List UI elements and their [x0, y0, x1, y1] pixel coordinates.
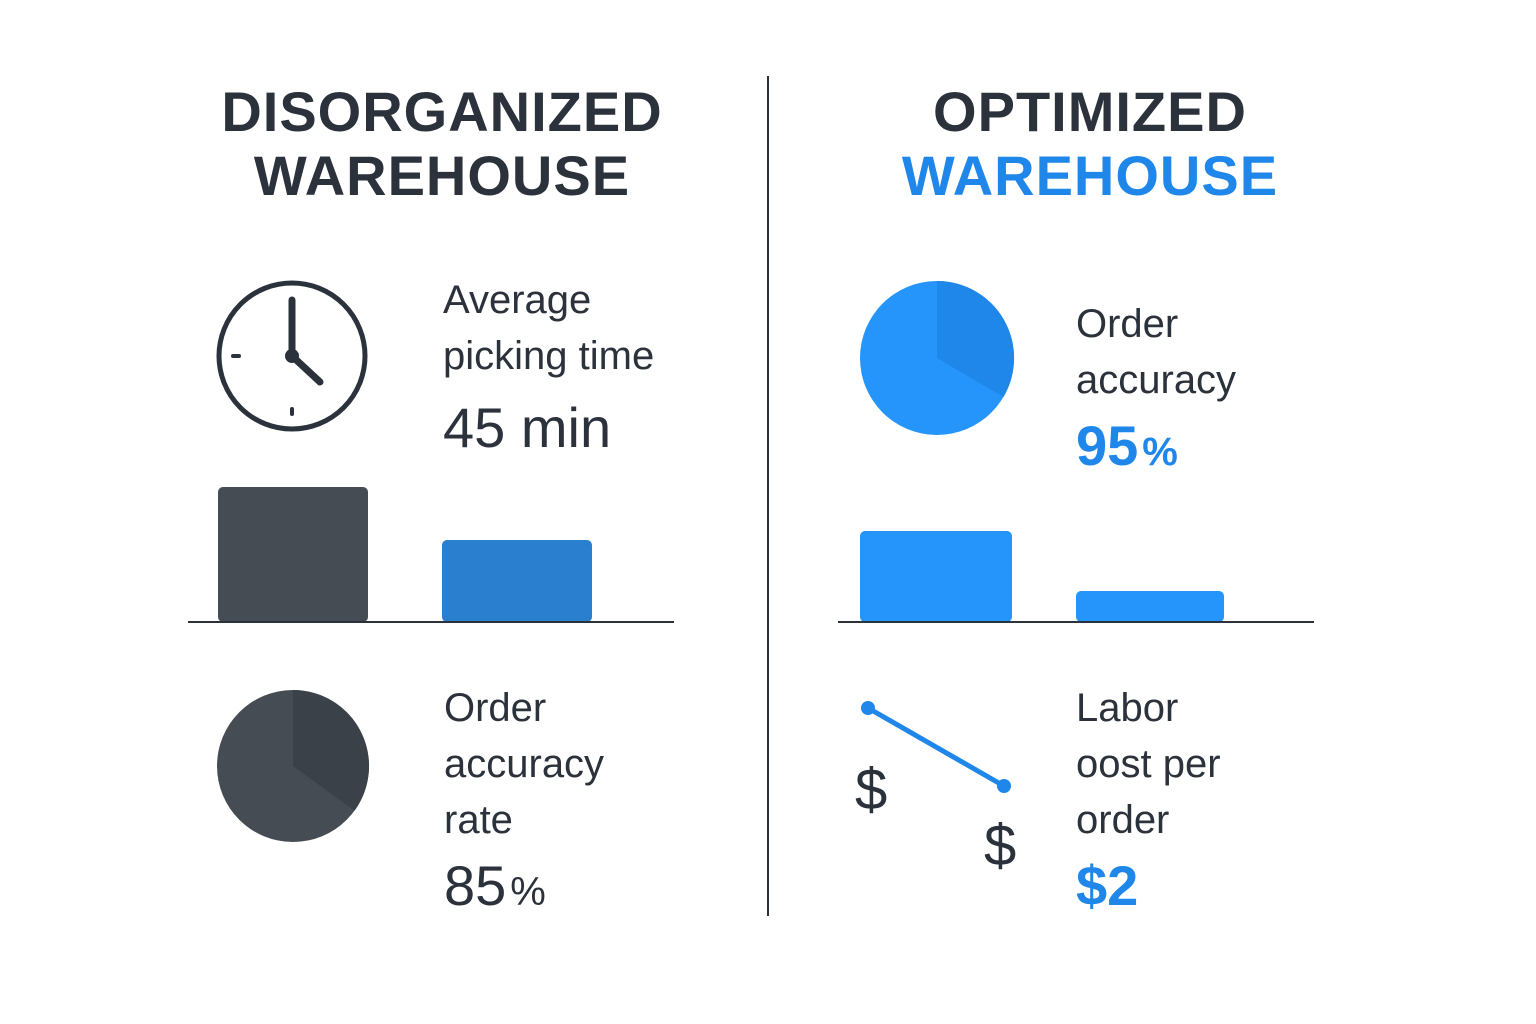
- left-accuracy-label: Order accuracy rate: [444, 680, 604, 848]
- right-accuracy-label-line1: Order: [1076, 302, 1179, 346]
- right-accuracy-label: Order accuracy: [1076, 296, 1236, 408]
- labor-cost-label: Labor oost per order: [1076, 680, 1221, 848]
- right-accuracy-label-line2: accuracy: [1076, 358, 1237, 402]
- trend-down-icon: [861, 701, 1011, 793]
- left-accuracy-label-line3: rate: [444, 798, 513, 842]
- left-bar-chart: [188, 487, 674, 623]
- dollar-icon-low: $: [984, 813, 1017, 878]
- left-bar-dark: [218, 487, 368, 622]
- pie-chart-icon: [217, 690, 370, 842]
- right-bar-large: [860, 531, 1012, 622]
- labor-cost-label-line2: oost per: [1076, 742, 1221, 786]
- right-title-line1: OPTIMIZED: [933, 80, 1247, 143]
- left-accuracy-label-line2: accuracy: [444, 742, 605, 786]
- right-accuracy-unit: %: [1142, 430, 1178, 474]
- picking-time-label-line2: picking time: [443, 334, 655, 378]
- labor-cost-value: $2: [1076, 854, 1139, 917]
- left-accuracy-value: 85%: [444, 854, 546, 924]
- picking-time-label: Average picking time: [443, 272, 654, 384]
- left-bar-blue: [442, 540, 592, 622]
- left-title-line1: DISORGANIZED: [221, 80, 663, 143]
- right-bar-chart: [838, 531, 1314, 623]
- right-accuracy-number: 95: [1076, 414, 1139, 477]
- right-bar-small: [1076, 591, 1224, 622]
- labor-cost-label-line3: order: [1076, 798, 1170, 842]
- right-title: OPTIMIZED WAREHOUSE: [780, 80, 1400, 208]
- left-accuracy-number: 85: [444, 854, 507, 917]
- left-title-line2: WAREHOUSE: [253, 144, 631, 207]
- center-divider: [767, 76, 769, 916]
- clock-icon: [216, 280, 368, 432]
- right-accuracy-value: 95%: [1076, 414, 1178, 484]
- left-accuracy-unit: %: [510, 870, 546, 914]
- picking-time-label-line1: Average: [443, 278, 592, 322]
- left-title: DISORGANIZED WAREHOUSE: [132, 80, 752, 208]
- dollar-icon-high: $: [855, 757, 888, 822]
- labor-cost-label-line1: Labor: [1076, 686, 1179, 730]
- accuracy-pie-icon: [860, 280, 1015, 435]
- picking-time-value: 45 min: [443, 396, 612, 459]
- left-accuracy-label-line1: Order: [444, 686, 547, 730]
- right-title-line2: WAREHOUSE: [901, 144, 1279, 207]
